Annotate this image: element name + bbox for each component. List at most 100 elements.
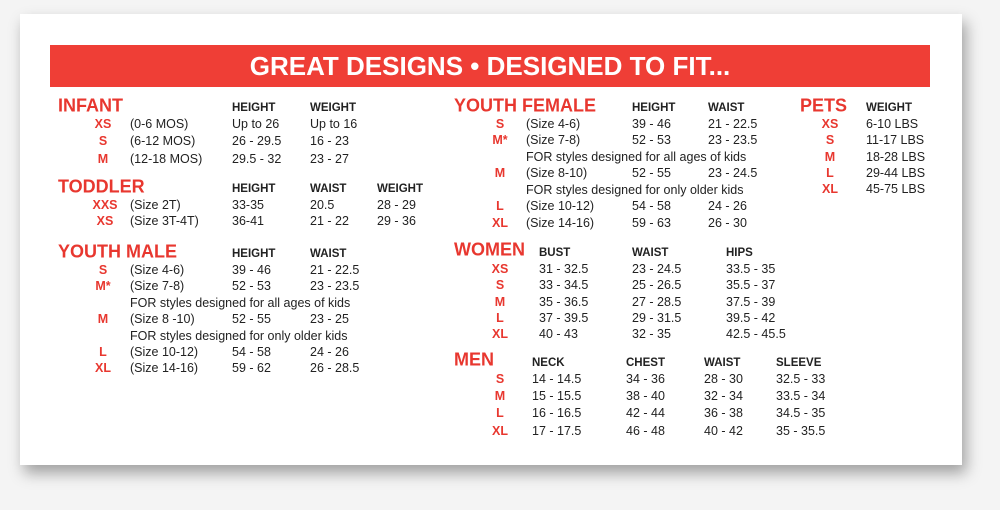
measurement: 42.5 - 45.5 bbox=[726, 327, 786, 341]
measurement: 54 - 58 bbox=[632, 199, 671, 213]
size: S bbox=[825, 133, 835, 147]
measurement: 42 - 44 bbox=[626, 406, 665, 420]
measurement: 59 - 62 bbox=[232, 361, 271, 375]
measurement: 26 - 28.5 bbox=[310, 361, 360, 375]
measurement: 35 - 36.5 bbox=[539, 295, 589, 309]
size: M bbox=[97, 152, 109, 166]
note: FOR styles designed for only older kids bbox=[130, 329, 348, 343]
measurement: 16 - 23 bbox=[310, 134, 349, 148]
measurement: 6-10 LBS bbox=[866, 117, 919, 131]
measurement: 29-44 LBS bbox=[866, 166, 926, 180]
measurement: 40 - 43 bbox=[539, 327, 578, 341]
size: M* bbox=[95, 279, 111, 293]
size-label: (6-12 MOS) bbox=[130, 134, 196, 148]
measurement: 29 - 31.5 bbox=[632, 311, 682, 325]
column-header: WAIST bbox=[632, 247, 669, 259]
size: L bbox=[99, 345, 107, 359]
size: XS bbox=[491, 262, 509, 276]
column-header: WEIGHT bbox=[866, 102, 912, 114]
column-header: WAIST bbox=[708, 102, 745, 114]
measurement: 21 - 22 bbox=[310, 214, 349, 228]
size: S bbox=[495, 117, 505, 131]
measurement: Up to 16 bbox=[310, 117, 358, 131]
measurement: 52 - 55 bbox=[632, 166, 671, 180]
size-label: (Size 10-12) bbox=[130, 345, 199, 359]
measurement: 35 - 35.5 bbox=[776, 424, 826, 438]
size: XS bbox=[96, 214, 114, 228]
measurement: 33 - 34.5 bbox=[539, 278, 589, 292]
measurement: 52 - 55 bbox=[232, 312, 271, 326]
column-header: NECK bbox=[532, 357, 565, 369]
measurement: 23 - 27 bbox=[310, 152, 349, 166]
measurement: 31 - 32.5 bbox=[539, 262, 589, 276]
size: L bbox=[496, 199, 504, 213]
section-title: MEN bbox=[454, 349, 494, 370]
column-header: HEIGHT bbox=[632, 102, 676, 114]
section-title: TODDLER bbox=[58, 176, 145, 197]
measurement: 32 - 34 bbox=[704, 389, 743, 403]
size: L bbox=[496, 311, 504, 325]
size: XL bbox=[492, 424, 508, 438]
size-label: (Size 8-10) bbox=[526, 166, 588, 180]
measurement: 14 - 14.5 bbox=[532, 372, 582, 386]
size: XL bbox=[492, 216, 508, 230]
measurement: 28 - 29 bbox=[377, 198, 416, 212]
measurement: 24 - 26 bbox=[310, 345, 349, 359]
size: S bbox=[98, 134, 108, 148]
size: M bbox=[494, 389, 506, 403]
size: M bbox=[97, 312, 109, 326]
measurement: 21 - 22.5 bbox=[310, 263, 360, 277]
size: M bbox=[494, 166, 506, 180]
size: S bbox=[495, 278, 505, 292]
measurement: 39 - 46 bbox=[232, 263, 271, 277]
measurement: 54 - 58 bbox=[232, 345, 271, 359]
size-label: (Size 10-12) bbox=[526, 199, 595, 213]
size-label: (Size 14-16) bbox=[526, 216, 595, 230]
size: XS bbox=[821, 117, 839, 131]
size: M bbox=[494, 295, 506, 309]
size: L bbox=[826, 166, 834, 180]
size-label: (Size 4-6) bbox=[130, 263, 185, 277]
size-label: (0-6 MOS) bbox=[130, 117, 189, 131]
section-title: WOMEN bbox=[454, 239, 525, 260]
measurement: 33-35 bbox=[232, 198, 264, 212]
measurement: 16 - 16.5 bbox=[532, 406, 582, 420]
size-label: (Size 4-6) bbox=[526, 117, 581, 131]
measurement: 37 - 39.5 bbox=[539, 311, 589, 325]
measurement: 36 - 38 bbox=[704, 406, 743, 420]
measurement: 11-17 LBS bbox=[866, 133, 925, 147]
banner-title: GREAT DESIGNS • DESIGNED TO FIT... bbox=[50, 45, 930, 87]
measurement: 18-28 LBS bbox=[866, 150, 926, 164]
measurement: Up to 26 bbox=[232, 117, 280, 131]
section-title: INFANT bbox=[58, 95, 123, 116]
measurement: 36-41 bbox=[232, 214, 264, 228]
measurement: 23 - 25 bbox=[310, 312, 349, 326]
measurement: 15 - 15.5 bbox=[532, 389, 582, 403]
column-header: WAIST bbox=[704, 357, 741, 369]
column-header: WAIST bbox=[310, 248, 347, 260]
size: M* bbox=[492, 133, 508, 147]
section-title: YOUTH MALE bbox=[58, 241, 177, 262]
size: XL bbox=[822, 182, 838, 196]
size-label: (12-18 MOS) bbox=[130, 152, 203, 166]
measurement: 21 - 22.5 bbox=[708, 117, 758, 131]
measurement: 26 - 30 bbox=[708, 216, 747, 230]
measurement: 38 - 40 bbox=[626, 389, 665, 403]
size: S bbox=[495, 372, 505, 386]
size: XS bbox=[94, 117, 112, 131]
measurement: 45-75 LBS bbox=[866, 182, 926, 196]
measurement: 27 - 28.5 bbox=[632, 295, 682, 309]
measurement: 52 - 53 bbox=[232, 279, 271, 293]
column-header: HEIGHT bbox=[232, 102, 276, 114]
measurement: 33.5 - 35 bbox=[726, 262, 776, 276]
size: XXS bbox=[92, 198, 118, 212]
measurement: 28 - 30 bbox=[704, 372, 743, 386]
column-header: SLEEVE bbox=[776, 357, 822, 369]
column-header: WEIGHT bbox=[310, 102, 356, 114]
size: S bbox=[98, 263, 108, 277]
size-label: (Size 7-8) bbox=[130, 279, 185, 293]
measurement: 23 - 24.5 bbox=[708, 166, 758, 180]
measurement: 34.5 - 35 bbox=[776, 406, 826, 420]
size-label: (Size 14-16) bbox=[130, 361, 199, 375]
measurement: 23 - 24.5 bbox=[632, 262, 682, 276]
